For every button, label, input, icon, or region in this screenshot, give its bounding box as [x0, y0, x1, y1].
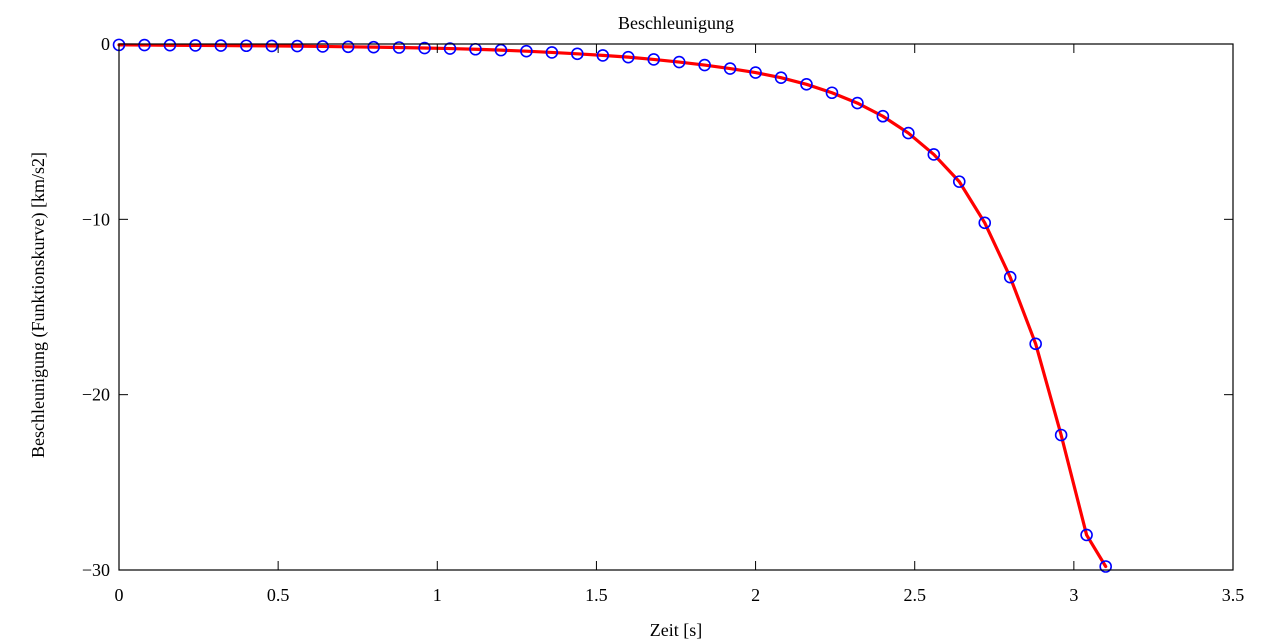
data-point-marker	[316, 40, 330, 53]
plot-frame	[118, 43, 1234, 571]
x-tick-label: 1	[433, 585, 442, 605]
data-point-marker	[952, 175, 966, 188]
data-point-marker	[1080, 528, 1093, 542]
data-point-marker	[443, 42, 457, 55]
series-line	[117, 43, 1108, 569]
chart-title: Beschleunigung	[618, 13, 734, 33]
data-point-marker	[392, 41, 406, 54]
x-tick-label: 0.5	[267, 585, 290, 605]
data-point-marker	[214, 39, 228, 52]
data-point-marker	[189, 39, 202, 52]
data-point-marker	[163, 38, 177, 52]
data-point-marker	[520, 44, 533, 58]
data-point-marker	[545, 46, 559, 59]
plot-area	[112, 38, 1112, 573]
data-point-marker	[800, 78, 813, 91]
y-tick-label: −30	[82, 560, 110, 580]
y-tick-label: 0	[101, 34, 110, 54]
data-point-marker	[494, 43, 508, 57]
data-point-marker	[698, 58, 711, 72]
data-point-marker	[927, 148, 941, 161]
data-point-marker	[851, 96, 864, 110]
data-point-marker	[596, 49, 610, 62]
data-point-marker	[876, 109, 890, 123]
x-tick-label: 2.5	[903, 585, 926, 605]
data-point-marker	[647, 53, 661, 66]
data-point-marker	[1003, 270, 1017, 284]
data-point-marker	[418, 41, 431, 55]
data-point-marker	[240, 39, 253, 53]
x-tick-label: 1.5	[585, 585, 608, 605]
x-tick-label: 3.5	[1222, 585, 1245, 605]
data-point-marker	[265, 39, 279, 53]
data-point-marker	[621, 50, 635, 64]
x-tick-label: 3	[1069, 585, 1078, 605]
y-tick-label: −10	[82, 209, 110, 229]
data-point-marker	[1054, 428, 1068, 442]
data-point-marker	[290, 39, 304, 53]
data-point-marker	[774, 71, 788, 84]
y-tick-label: −20	[82, 385, 110, 405]
data-point-marker	[341, 40, 355, 54]
data-point-marker	[749, 66, 762, 79]
data-point-marker	[825, 86, 839, 100]
data-point-marker	[723, 62, 737, 75]
axes: 0 0.5 1 1.5 2 2.5 3 3.5 0 −10 −20 −30	[82, 34, 1244, 605]
data-point-marker	[672, 55, 686, 69]
data-point-marker	[138, 38, 151, 52]
x-tick-label: 2	[751, 585, 760, 605]
x-tick-label: 0	[115, 585, 124, 605]
y-axis-title: Beschleunigung (Funktionskurve) [km/s2]	[28, 152, 49, 458]
x-axis-title: Zeit [s]	[650, 620, 702, 640]
data-point-marker	[571, 47, 584, 61]
data-point-marker	[902, 126, 915, 140]
data-point-marker	[978, 216, 992, 230]
data-point-marker	[1099, 560, 1112, 573]
data-point-marker	[367, 40, 380, 54]
data-point-marker	[1029, 337, 1042, 351]
